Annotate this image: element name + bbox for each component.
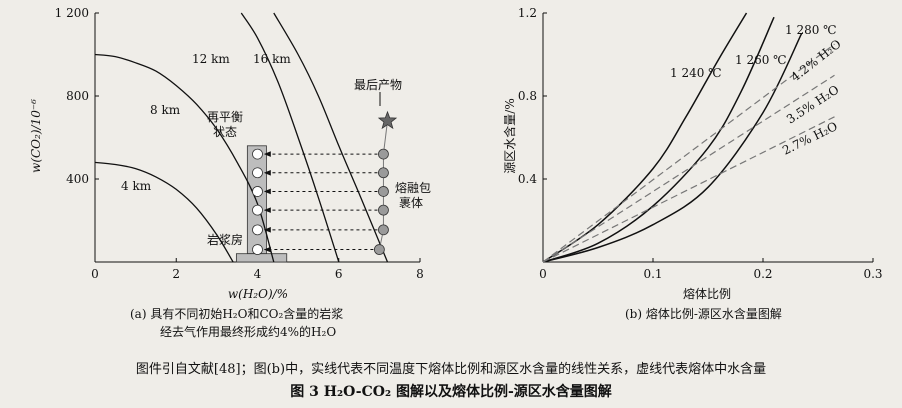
melt-inclusion-point [378, 204, 389, 216]
melt-water-line [542, 116, 835, 263]
panel-a-isobars: 4 km 8 km 12 km 16 km [94, 12, 389, 263]
final-product-label: 最后产物 [354, 78, 402, 92]
figure-note: 图件引自文献[48]；图(b)中，实线代表不同温度下熔体比例和源区水含量的线性关… [135, 362, 767, 377]
isobar-label: 8 km [150, 103, 181, 117]
inclusion-label-line1: 熔融包 [395, 180, 431, 195]
reequilibrated-point [252, 186, 263, 197]
panel-b-ytick-label: 0.4 [518, 172, 537, 186]
panel-a-points [252, 92, 398, 255]
reequilibrated-label-line1: 再平衡 [207, 110, 243, 124]
reequilibration-column [246, 145, 267, 255]
isobar-line [240, 12, 340, 263]
panel-a-ytick-label: 1 200 [55, 6, 89, 20]
panel-b-series-label: 2.7% H₂O [780, 119, 840, 158]
reequilibrated-point [252, 224, 263, 236]
panel-b-ticks: 0 0.1 0.2 0.3 0.4 0.8 1.2 [518, 6, 883, 281]
melt-inclusion-point [378, 148, 389, 160]
panel-a-caption-line2: 经去气作用最终形成约4%的H₂O [160, 324, 336, 339]
panel-a-xlabel: w(H₂O)/% [228, 287, 288, 301]
isobar-label: 4 km [121, 179, 152, 193]
isobar-line [273, 12, 389, 263]
panel-b-xtick-label: 0.1 [643, 267, 662, 281]
panel-b-caption: (b) 熔体比例-源区水含量图解 [625, 306, 782, 321]
inclusion-label-line2: 裹体 [399, 195, 423, 210]
melt-inclusion-point [378, 224, 389, 236]
panel-a-xtick-label: 6 [335, 267, 343, 281]
panel-a-chart: 0 2 4 6 8 400 800 1 200 4 km 8 km 12 km 16 km w(H₂… [29, 6, 431, 339]
reequilibrated-point [252, 148, 263, 160]
panel-a-xtick-label: 8 [416, 267, 424, 281]
isobar-line [94, 161, 234, 263]
panel-b-chart: 0 0.1 0.2 0.3 0.4 0.8 1.2 1 240 ℃ 1 260 ℃ 1 280 … [502, 6, 883, 321]
panel-b-ylabel: 源区水含量/% [502, 98, 517, 173]
panel-b-series-label: 1 260 ℃ [735, 53, 787, 67]
panel-b-xlabel: 熔体比例 [683, 286, 731, 301]
panel-b-xtick-label: 0.2 [753, 267, 772, 281]
chamber-base [235, 253, 288, 263]
panel-a-xtick-label: 2 [172, 267, 180, 281]
panel-b-xtick-label: 0 [539, 267, 547, 281]
panel-b-axes [542, 13, 873, 263]
panel-a-ytick-label: 400 [66, 172, 89, 186]
reequilibrated-point [252, 167, 263, 179]
panel-a-ylabel: w(CO₂)/10⁻⁶ [29, 99, 43, 173]
melt-inclusion-point [373, 244, 385, 255]
melt-inclusion-point [378, 167, 389, 179]
final-product-star [377, 110, 398, 130]
temperature-curve [542, 16, 775, 263]
reequilibrated-point [252, 204, 263, 216]
panel-a-xtick-label: 4 [254, 267, 262, 281]
chamber-label: 岩浆房 [207, 232, 243, 247]
panel-a-xtick-label: 0 [91, 267, 99, 281]
magma-chamber [235, 145, 288, 263]
melt-water-line [542, 74, 835, 263]
panel-b-xtick-label: 0.3 [863, 267, 882, 281]
panel-a-ytick-label: 800 [66, 89, 89, 103]
final-product-connector [382, 120, 388, 155]
panel-a-caption-line1: (a) 具有不同初始H₂O和CO₂含量的岩浆 [130, 306, 343, 321]
temperature-curve [542, 33, 803, 263]
isobar-label: 16 km [253, 52, 291, 66]
isobar-label: 12 km [192, 52, 230, 66]
panel-a-ticks: 0 2 4 6 8 400 800 1 200 [55, 6, 424, 281]
isobar-line [94, 53, 275, 263]
melt-inclusion-point [378, 186, 389, 197]
panel-b-series-label: 1 240 ℃ [670, 66, 722, 80]
figure-title: 图 3 H₂O-CO₂ 图解以及熔体比例-源区水含量图解 [290, 384, 612, 400]
panel-b-ytick-label: 1.2 [518, 6, 537, 20]
reequilibrated-label-line2: 状态 [213, 125, 237, 139]
melt-water-line [542, 43, 835, 263]
panel-b-series-label: 1 280 ℃ [785, 23, 837, 37]
temperature-curve [542, 12, 748, 263]
reequilibrated-point [252, 244, 263, 255]
reequilibration-arrows [263, 151, 378, 253]
panel-b-ytick-label: 0.8 [518, 89, 537, 103]
